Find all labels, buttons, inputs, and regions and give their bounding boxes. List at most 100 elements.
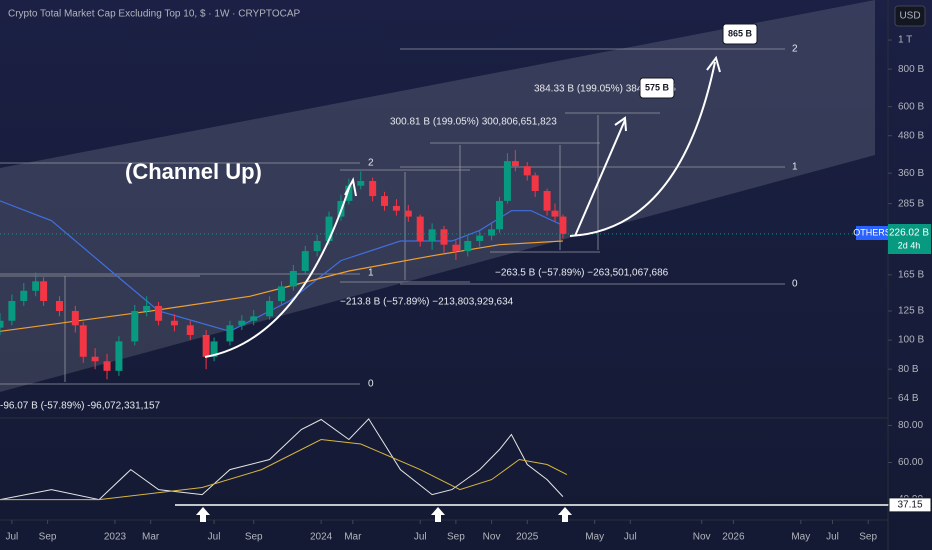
x-tick-label: Sep (39, 532, 57, 543)
up-arrow (196, 507, 210, 522)
candle-body (476, 235, 484, 241)
support-label: 37.15 (897, 500, 922, 511)
y-tick-label: 60.00 (898, 457, 923, 468)
line-series (0, 240, 563, 332)
up-arrow (558, 507, 572, 522)
x-tick-label: Sep (447, 532, 465, 543)
arrow-head (706, 55, 721, 73)
y-tick-label: 165 B (898, 269, 924, 280)
target-label: 865 B (728, 28, 753, 38)
x-tick-label: Jul (5, 532, 18, 543)
x-tick-label: Nov (483, 532, 501, 543)
y-tick-label: 64 B (898, 393, 919, 404)
candle-body (301, 251, 309, 271)
rsi-arrows (196, 507, 572, 522)
candle-body (202, 334, 210, 357)
candle-body (250, 316, 258, 321)
candle-body (345, 185, 353, 201)
candle-body (131, 311, 139, 342)
x-tick-label: 2025 (516, 532, 539, 543)
up-arrow (431, 507, 445, 522)
candle-body (452, 244, 460, 252)
candle-body (32, 281, 40, 291)
fib-label: 2 (368, 158, 374, 169)
candle-body (531, 175, 539, 192)
x-tick-label: Nov (693, 532, 711, 543)
measure-label: 300.81 B (199.05%) 300,806,651,823 (390, 117, 557, 128)
arrow-head (344, 177, 357, 197)
pattern-label: (Channel Up) (125, 159, 262, 184)
y-tick-label: 80 B (898, 364, 919, 375)
candle-body (428, 229, 436, 241)
candle-body (170, 320, 178, 326)
projection-arrows (204, 55, 721, 358)
symbol-label: OTHERS (853, 227, 891, 237)
fib-label: 0 (368, 379, 374, 390)
candle-body (559, 216, 567, 234)
y-tick-label: 80.00 (898, 420, 923, 431)
measure-label: -96.07 B (-57.89%) -96,072,331,157 (0, 401, 161, 412)
currency-box[interactable] (894, 5, 926, 27)
candle-body (551, 210, 559, 217)
candle-body (186, 325, 194, 335)
candle-body (55, 300, 63, 312)
target-box (639, 77, 675, 99)
candle-body (277, 286, 285, 301)
candle-body (79, 325, 87, 357)
candle-body (91, 356, 99, 362)
candle-body (381, 196, 389, 206)
candle-body (464, 240, 472, 252)
y-tick-label: 600 B (898, 101, 924, 112)
candle-body (8, 300, 16, 321)
arrow-curve (204, 184, 351, 358)
fib-label: 1 (368, 268, 374, 279)
candle-body (238, 320, 246, 326)
x-tick-label: Jul (208, 532, 221, 543)
x-tick-label: 2024 (310, 532, 333, 543)
x-tick-label: Jul (826, 532, 839, 543)
currency[interactable]: USD (899, 11, 920, 22)
candle-body (40, 281, 48, 301)
y-tick-label: 360 B (898, 168, 924, 179)
measure-label: −213.8 B (−57.89%) −213,803,929,634 (340, 297, 514, 308)
x-tick-label: 2023 (104, 532, 127, 543)
candle-body (0, 320, 4, 328)
candle-body (369, 181, 377, 197)
candle-body (115, 341, 123, 371)
x-tick-label: Jul (414, 532, 427, 543)
arrow-head (614, 116, 627, 132)
x-tick-label: May (585, 532, 604, 543)
y-tick-label: 480 B (898, 130, 924, 141)
last-price: 226.02 B (889, 228, 929, 239)
candle-body (103, 361, 111, 371)
measure-label: 384.33 B (199.05%) 384,329,35 (534, 84, 676, 95)
candle-body (155, 305, 163, 321)
x-tick-label: Sep (245, 532, 263, 543)
measure-label: −263.5 B (−57.89%) −263,501,067,686 (495, 268, 669, 279)
candle-body (20, 290, 28, 301)
line-series (0, 418, 564, 501)
x-tick-label: 2026 (722, 532, 745, 543)
candle-body (404, 210, 412, 217)
x-tick-label: Mar (344, 532, 362, 543)
candle-body (488, 229, 496, 236)
candle-body (313, 240, 321, 252)
candle-body (543, 191, 551, 211)
plot (0, 150, 888, 501)
fib-label: 0 (792, 279, 798, 290)
candle-body (210, 341, 218, 357)
candle-body (416, 216, 424, 241)
x-tick-label: Sep (859, 532, 877, 543)
candle-body (503, 161, 511, 201)
y-tick-label: 100 B (898, 335, 924, 346)
candle-body (289, 270, 297, 287)
target-box (722, 23, 758, 45)
arrow-curve (569, 61, 716, 237)
x-tick-label: Mar (142, 532, 160, 543)
line-series (0, 438, 568, 501)
target-label: 575 B (645, 82, 670, 92)
fib-label: 2 (792, 44, 798, 55)
support-badge (888, 497, 932, 513)
